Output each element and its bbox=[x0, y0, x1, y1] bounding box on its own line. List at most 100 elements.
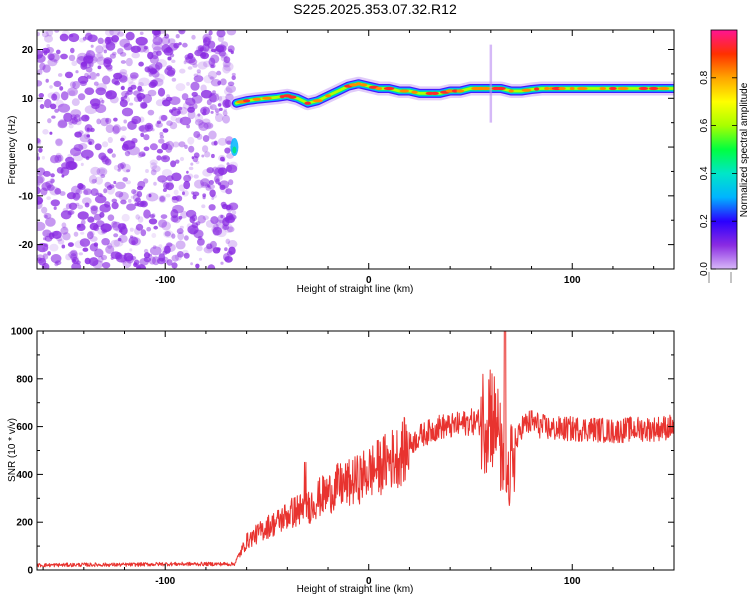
noise-blob bbox=[154, 73, 165, 83]
noise-blob bbox=[194, 179, 205, 189]
noise-blob bbox=[215, 44, 227, 53]
noise-blob bbox=[83, 132, 90, 140]
snr-panel: -100 0 100 0 200 400 600 800 1000 Height of str… bbox=[7, 327, 675, 595]
noise-blob bbox=[151, 213, 156, 218]
y-tick-label: 800 bbox=[16, 374, 33, 385]
noise-blob bbox=[137, 96, 143, 102]
noise-blob bbox=[59, 33, 69, 42]
noise-blob bbox=[39, 62, 46, 71]
noise-blob bbox=[179, 225, 184, 230]
noise-blob bbox=[200, 178, 210, 187]
noise-blob bbox=[77, 204, 84, 210]
noise-blob bbox=[38, 93, 44, 98]
noise-blob bbox=[158, 253, 166, 262]
noise-blob bbox=[143, 178, 149, 184]
noise-blob bbox=[179, 30, 184, 33]
noise-blob bbox=[121, 143, 129, 151]
noise-blob bbox=[74, 131, 82, 138]
noise-blob bbox=[119, 52, 127, 57]
noise-blob bbox=[101, 238, 110, 246]
noise-blob bbox=[177, 251, 184, 258]
noise-blob bbox=[209, 63, 216, 69]
noise-blob bbox=[182, 191, 185, 195]
noise-blob bbox=[141, 201, 146, 206]
ridge-peak bbox=[558, 86, 566, 91]
noise-blob bbox=[178, 30, 186, 35]
noise-blob bbox=[197, 215, 206, 224]
noise-blob bbox=[217, 35, 225, 42]
noise-blob bbox=[184, 144, 188, 149]
noise-blob bbox=[161, 143, 169, 150]
ridge-peak bbox=[648, 86, 659, 91]
noise-blob bbox=[72, 193, 82, 200]
noise-blob bbox=[120, 226, 128, 236]
noise-blob bbox=[123, 119, 127, 124]
noise-blob bbox=[135, 197, 141, 203]
noise-blob bbox=[163, 230, 174, 238]
noise-blob bbox=[210, 110, 214, 114]
noise-blob bbox=[83, 189, 89, 196]
noise-blob bbox=[193, 152, 200, 159]
noise-blob bbox=[216, 247, 221, 251]
ridge-peak bbox=[638, 86, 649, 91]
noise-blob bbox=[194, 113, 204, 123]
ridge-peak bbox=[480, 86, 491, 91]
bottom-y-axis-label: SNR (10 * v/v) bbox=[7, 418, 18, 482]
noise-blob bbox=[205, 220, 215, 228]
noise-blob bbox=[193, 131, 201, 138]
noise-blob bbox=[61, 174, 65, 178]
noise-blob bbox=[68, 90, 76, 96]
noise-blob bbox=[187, 66, 193, 70]
noise-blob bbox=[167, 38, 176, 45]
noise-blob bbox=[161, 168, 173, 178]
noise-blob bbox=[206, 167, 215, 174]
noise-blob bbox=[184, 235, 189, 241]
noise-blob bbox=[95, 192, 100, 196]
noise-blob bbox=[147, 109, 155, 116]
noise-blob bbox=[58, 73, 63, 77]
noise-blob bbox=[211, 194, 218, 199]
noise-blob bbox=[56, 49, 61, 55]
noise-blob bbox=[215, 113, 224, 123]
noise-blob bbox=[113, 239, 124, 247]
noise-blob bbox=[196, 45, 203, 54]
noise-blob bbox=[50, 103, 57, 110]
noise-blob bbox=[95, 87, 107, 96]
noise-blob bbox=[126, 203, 136, 211]
noise-blob bbox=[226, 30, 237, 36]
noise-blob bbox=[90, 166, 101, 176]
noise-blob bbox=[131, 115, 142, 125]
noise-blob bbox=[186, 170, 189, 174]
noise-blob bbox=[143, 256, 152, 263]
noise-blob bbox=[139, 101, 148, 109]
noise-blob bbox=[90, 188, 99, 197]
noise-blob bbox=[170, 115, 177, 122]
noise-blob bbox=[55, 138, 63, 147]
y-tick-label: 200 bbox=[16, 518, 33, 529]
noise-blob bbox=[220, 261, 224, 265]
noise-blob bbox=[94, 195, 107, 204]
noise-blob bbox=[207, 70, 218, 80]
noise-blob bbox=[87, 216, 95, 223]
noise-blob bbox=[75, 70, 79, 74]
colorbar-scale bbox=[710, 29, 738, 270]
noise-blob bbox=[195, 160, 200, 165]
noise-blob bbox=[192, 63, 198, 68]
noise-blob bbox=[82, 36, 87, 41]
noise-blob bbox=[151, 30, 161, 36]
noise-blob bbox=[166, 94, 171, 99]
noise-blob bbox=[38, 147, 43, 153]
colorbar-tick-label: 0.6 bbox=[699, 118, 710, 132]
noise-blob bbox=[216, 229, 227, 238]
noise-blob bbox=[120, 137, 125, 142]
noise-blob bbox=[101, 99, 105, 104]
ridge-peak bbox=[617, 86, 629, 91]
noise-blob bbox=[95, 220, 105, 228]
noise-blob bbox=[123, 43, 133, 51]
noise-blob bbox=[169, 96, 181, 105]
noise-blob bbox=[83, 188, 92, 195]
noise-blob bbox=[208, 130, 217, 140]
noise-blob bbox=[151, 233, 157, 238]
